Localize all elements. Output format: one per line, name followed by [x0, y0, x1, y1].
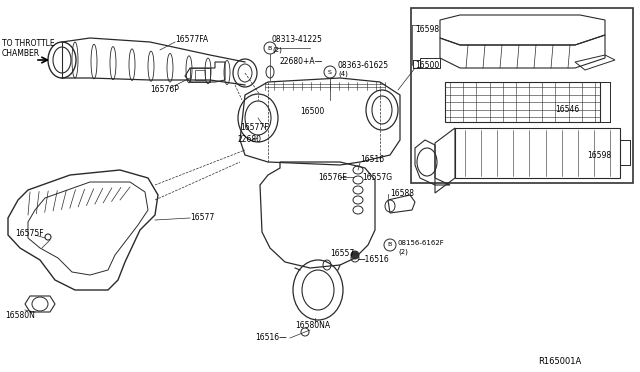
Text: 16598: 16598: [415, 26, 439, 35]
Text: 16557G: 16557G: [362, 173, 392, 182]
Text: 16575F: 16575F: [15, 228, 44, 237]
Text: 08156-6162F: 08156-6162F: [398, 240, 445, 246]
Text: (2): (2): [272, 47, 282, 53]
Text: CHAMBER: CHAMBER: [2, 49, 40, 58]
Text: 16516: 16516: [360, 155, 384, 164]
Text: —16516: —16516: [358, 256, 390, 264]
Bar: [411, 8, 633, 183]
Text: 16500: 16500: [415, 61, 439, 70]
Text: 16576E: 16576E: [318, 173, 347, 182]
Text: 16500: 16500: [300, 108, 324, 116]
Text: B: B: [268, 45, 272, 51]
Text: B: B: [388, 243, 392, 247]
Text: R165001A: R165001A: [538, 357, 581, 366]
Text: 08313-41225: 08313-41225: [272, 35, 323, 45]
Text: TO THROTTLE: TO THROTTLE: [2, 39, 54, 48]
Text: 16580NA: 16580NA: [295, 321, 330, 330]
Text: 16577F: 16577F: [240, 124, 269, 132]
Ellipse shape: [351, 251, 359, 259]
Text: 16546: 16546: [555, 106, 579, 115]
Text: 16576P: 16576P: [150, 86, 179, 94]
Bar: [190, 68, 210, 82]
Text: 16577FA: 16577FA: [175, 35, 208, 45]
Text: (4): (4): [338, 71, 348, 77]
Bar: [455, 128, 620, 178]
Text: 16588: 16588: [390, 189, 414, 198]
Text: 16516—: 16516—: [255, 334, 287, 343]
Text: 22680: 22680: [237, 135, 261, 144]
Text: 08363-61625: 08363-61625: [338, 61, 389, 70]
Bar: [445, 82, 600, 122]
Text: 16598: 16598: [587, 151, 611, 160]
Bar: [195, 70, 205, 80]
Text: 16557: 16557: [330, 250, 355, 259]
Text: 22680+A—: 22680+A—: [280, 58, 323, 67]
Text: S: S: [328, 70, 332, 74]
Text: 16580N: 16580N: [5, 311, 35, 321]
Text: 16577: 16577: [190, 214, 214, 222]
Text: (2): (2): [398, 249, 408, 255]
